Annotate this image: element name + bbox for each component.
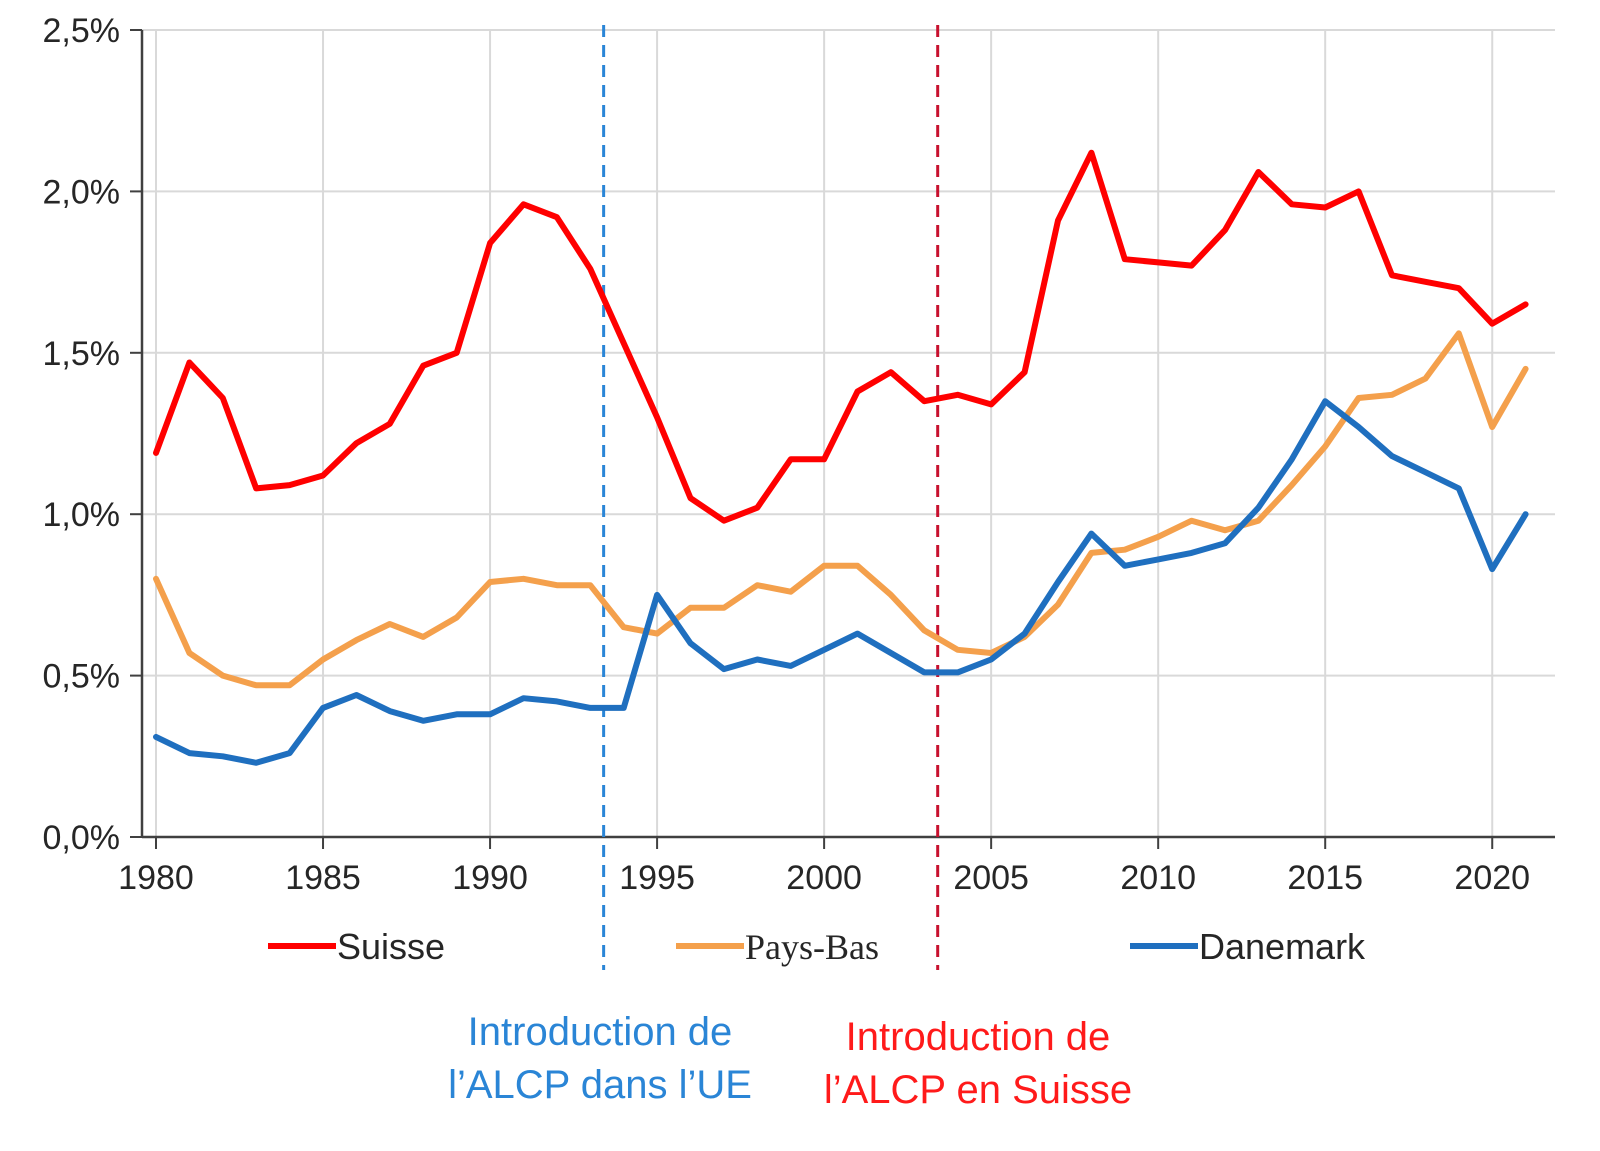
x-tick-label: 2005 — [953, 859, 1029, 897]
y-tick-label: 0,5% — [43, 658, 121, 696]
x-tick-label: 1995 — [619, 859, 695, 897]
series-line-suisse — [153, 149, 1529, 524]
gridlines — [142, 29, 1555, 837]
y-tick-label: 0,0% — [43, 819, 121, 857]
annotation-line: Introduction de — [468, 1010, 733, 1054]
series-line-pays-bas — [153, 330, 1529, 689]
x-tick-label: 1985 — [285, 859, 361, 897]
y-tick-label: 2,0% — [43, 173, 121, 211]
series-lines — [153, 149, 1529, 766]
vertical-markers — [602, 25, 940, 970]
series-line-danemark — [153, 398, 1529, 766]
eu-alcp-annotation: Introduction de l’ALCP dans l’UE — [448, 1010, 752, 1107]
legend-label-danemark: Danemark — [1199, 926, 1366, 967]
legend: Suisse Pays-Bas Danemark — [268, 926, 1366, 967]
y-tick-label: 1,0% — [43, 496, 121, 534]
legend-label-suisse: Suisse — [337, 926, 445, 967]
ch-alcp-annotation: Introduction de l’ALCP en Suisse — [824, 1015, 1132, 1112]
x-tick-label: 2000 — [786, 859, 862, 897]
y-tick-label: 1,5% — [43, 335, 121, 373]
x-tick-label: 2010 — [1120, 859, 1196, 897]
legend-label-pays-bas: Pays-Bas — [745, 927, 879, 967]
y-tick-label: 2,5% — [43, 12, 121, 50]
x-tick-labels: 1980 1985 1990 1995 2000 2005 2010 2015 2020 — [118, 859, 1530, 897]
annotation-line: Introduction de — [846, 1015, 1111, 1059]
x-tick-label: 2020 — [1454, 859, 1530, 897]
annotation-line: l’ALCP en Suisse — [824, 1068, 1132, 1112]
x-tick-label: 2015 — [1287, 859, 1363, 897]
marker-annotations: Introduction de l’ALCP dans l’UEIntroduct… — [448, 1010, 1132, 1112]
axes — [130, 29, 1555, 849]
x-tick-label: 1990 — [452, 859, 528, 897]
annotation-line: l’ALCP dans l’UE — [448, 1063, 752, 1107]
y-tick-labels: 0,0% 0,5% 1,0% 1,5% 2,0% 2,5% — [43, 12, 121, 857]
x-tick-label: 1980 — [118, 859, 194, 897]
